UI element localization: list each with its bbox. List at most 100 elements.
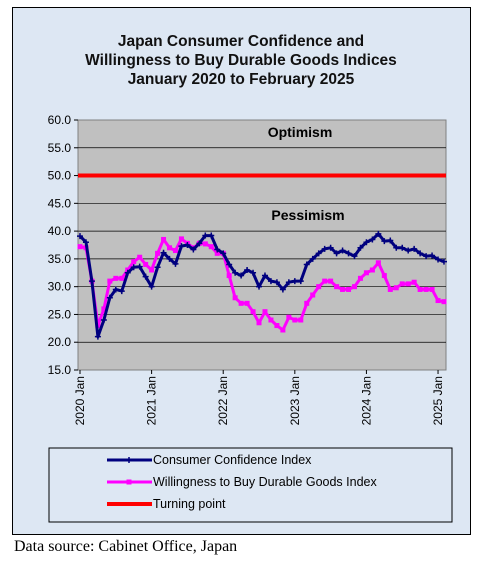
- point-consumer-confidence: [148, 283, 155, 290]
- point-durable-goods: [178, 236, 184, 242]
- point-durable-goods: [351, 284, 357, 290]
- point-durable-goods: [334, 284, 340, 290]
- point-consumer-confidence: [244, 267, 251, 273]
- y-tick-label: 15.0: [48, 363, 72, 377]
- point-consumer-confidence: [250, 269, 257, 276]
- point-consumer-confidence: [154, 264, 161, 271]
- y-tick-label: 45.0: [48, 196, 72, 210]
- series-line-consumer-confidence: [78, 232, 445, 339]
- point-consumer-confidence: [261, 272, 268, 279]
- point-durable-goods: [214, 250, 220, 256]
- point-durable-goods: [328, 278, 334, 284]
- legend-marker: [126, 457, 132, 463]
- point-durable-goods: [435, 298, 441, 304]
- point-durable-goods: [143, 261, 149, 267]
- point-durable-goods: [202, 241, 208, 247]
- x-tick-label: 2020 Jan: [73, 376, 87, 425]
- point-consumer-confidence: [387, 237, 394, 244]
- x-tick-label: 2024 Jan: [359, 376, 373, 425]
- point-consumer-confidence: [118, 288, 125, 295]
- point-consumer-confidence: [88, 278, 95, 285]
- point-consumer-confidence: [172, 260, 179, 267]
- point-consumer-confidence: [429, 252, 436, 259]
- point-consumer-confidence: [285, 279, 292, 286]
- point-durable-goods: [161, 236, 167, 242]
- y-tick-label: 60.0: [48, 113, 72, 127]
- point-durable-goods: [149, 267, 155, 273]
- point-durable-goods: [369, 267, 375, 273]
- data-source-note: Data source: Cabinet Office, Japan: [14, 538, 238, 555]
- point-durable-goods: [381, 273, 387, 279]
- point-consumer-confidence: [351, 253, 358, 260]
- point-durable-goods: [346, 286, 352, 292]
- point-consumer-confidence: [142, 273, 149, 280]
- x-tick-label: 2022 Jan: [216, 376, 230, 425]
- point-durable-goods: [280, 327, 286, 333]
- y-tick-label: 55.0: [48, 141, 72, 155]
- point-durable-goods: [340, 286, 346, 292]
- point-consumer-confidence: [184, 242, 191, 248]
- point-consumer-confidence: [327, 244, 334, 251]
- point-consumer-confidence: [303, 261, 310, 268]
- point-durable-goods: [274, 323, 280, 329]
- point-consumer-confidence: [196, 240, 203, 247]
- point-consumer-confidence: [130, 264, 137, 271]
- point-consumer-confidence: [309, 255, 316, 262]
- point-consumer-confidence: [190, 246, 197, 253]
- y-axis-ticks: 60.0 55.0 50.0 45.0 40.0 35.0 30.0 25.0 20.0 15.0: [48, 113, 78, 377]
- chart-title-line-2: Willingness to Buy Durable Goods Indices: [85, 52, 397, 69]
- point-consumer-confidence: [315, 250, 322, 257]
- point-consumer-confidence: [333, 250, 340, 257]
- x-tick-label: 2025 Jan: [431, 376, 445, 425]
- y-tick-label: 35.0: [48, 252, 72, 266]
- point-durable-goods: [322, 278, 328, 284]
- point-durable-goods: [399, 281, 405, 287]
- point-durable-goods: [363, 270, 369, 276]
- point-durable-goods: [298, 317, 304, 323]
- point-durable-goods: [226, 273, 232, 279]
- point-consumer-confidence: [435, 256, 442, 263]
- point-consumer-confidence: [279, 286, 286, 293]
- annotation-pessimism: Pessimism: [271, 207, 344, 223]
- annotation-optimism: Optimism: [268, 124, 333, 140]
- point-consumer-confidence: [441, 258, 447, 265]
- point-consumer-confidence: [256, 283, 263, 290]
- point-durable-goods: [172, 248, 178, 254]
- x-tick-label: 2021 Jan: [145, 376, 159, 425]
- point-consumer-confidence: [94, 333, 101, 340]
- point-consumer-confidence: [345, 250, 352, 257]
- point-durable-goods: [387, 286, 393, 292]
- point-durable-goods: [232, 295, 238, 301]
- point-durable-goods: [137, 254, 143, 260]
- point-consumer-confidence: [112, 286, 119, 293]
- point-consumer-confidence: [297, 278, 304, 285]
- point-consumer-confidence: [291, 278, 298, 285]
- point-durable-goods: [113, 275, 119, 281]
- point-consumer-confidence: [124, 269, 131, 276]
- point-consumer-confidence: [106, 294, 113, 301]
- point-consumer-confidence: [267, 278, 274, 285]
- point-durable-goods: [101, 306, 107, 312]
- point-durable-goods: [131, 259, 137, 265]
- point-durable-goods: [238, 300, 244, 306]
- point-durable-goods: [250, 309, 256, 315]
- point-consumer-confidence: [77, 233, 83, 240]
- point-durable-goods: [357, 275, 363, 281]
- point-consumer-confidence: [160, 249, 167, 256]
- point-consumer-confidence: [220, 250, 227, 257]
- point-durable-goods: [167, 245, 173, 251]
- point-durable-goods: [405, 281, 411, 287]
- point-durable-goods: [286, 314, 292, 320]
- point-durable-goods: [256, 320, 262, 326]
- point-durable-goods: [417, 286, 423, 292]
- legend-label-turning-point: Turning point: [153, 497, 226, 511]
- point-consumer-confidence: [321, 245, 328, 252]
- legend-label-consumer-confidence: Consumer Confidence Index: [153, 453, 312, 467]
- legend-marker: [126, 479, 132, 485]
- point-durable-goods: [155, 250, 161, 256]
- point-consumer-confidence: [399, 244, 406, 251]
- point-durable-goods: [77, 244, 83, 250]
- point-consumer-confidence: [405, 247, 412, 254]
- point-durable-goods: [441, 299, 447, 305]
